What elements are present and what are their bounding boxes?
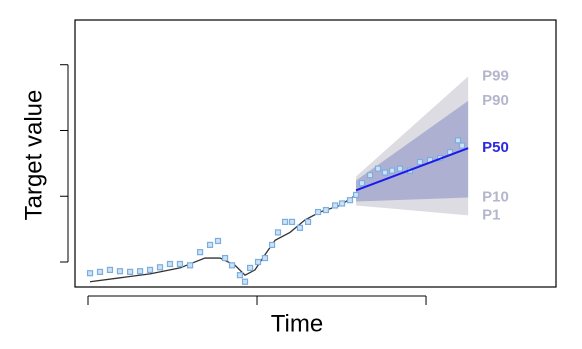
observation	[236, 272, 244, 279]
observation	[322, 206, 330, 214]
observation	[332, 202, 339, 209]
observation	[352, 191, 360, 199]
quantile-label: P50	[482, 139, 509, 156]
observation	[126, 268, 134, 275]
observation	[396, 165, 404, 172]
observation	[86, 270, 94, 277]
observation	[228, 262, 236, 269]
observation	[146, 266, 154, 274]
observation	[454, 137, 462, 144]
observation	[274, 229, 282, 236]
observation	[338, 200, 346, 207]
observation	[346, 197, 354, 204]
observation	[314, 208, 322, 216]
observation	[196, 249, 204, 256]
observation	[366, 172, 374, 179]
observation	[206, 241, 214, 249]
median-line	[355, 147, 469, 192]
observation	[221, 254, 229, 262]
observation	[214, 237, 222, 245]
observation	[261, 254, 269, 262]
observation	[156, 264, 164, 271]
plot-frame	[74, 19, 557, 288]
observation	[166, 260, 174, 268]
observation	[176, 260, 184, 268]
observation	[246, 264, 254, 272]
observation	[254, 258, 262, 266]
observation	[288, 218, 296, 225]
observation	[458, 142, 466, 149]
observation	[241, 278, 249, 285]
observation	[358, 179, 366, 187]
quantile-label: P90	[482, 92, 509, 109]
observation	[296, 224, 304, 231]
quantile-label: P99	[482, 68, 509, 85]
observation	[116, 268, 124, 275]
inner-band	[356, 100, 469, 202]
quantile-label: P10	[482, 189, 509, 206]
observation	[106, 266, 114, 274]
observation	[96, 268, 104, 275]
fit-line	[89, 194, 357, 283]
observation	[268, 241, 276, 249]
observation	[416, 158, 424, 166]
observation	[304, 218, 312, 225]
observation	[388, 167, 396, 174]
quantile-label: P1	[482, 206, 500, 223]
observation	[381, 169, 389, 176]
x-axis-label: Time	[271, 310, 323, 337]
observation	[136, 268, 144, 275]
observation	[186, 262, 194, 269]
observation	[281, 218, 289, 225]
observation	[374, 165, 382, 172]
y-axis-label: Target value	[20, 90, 47, 221]
